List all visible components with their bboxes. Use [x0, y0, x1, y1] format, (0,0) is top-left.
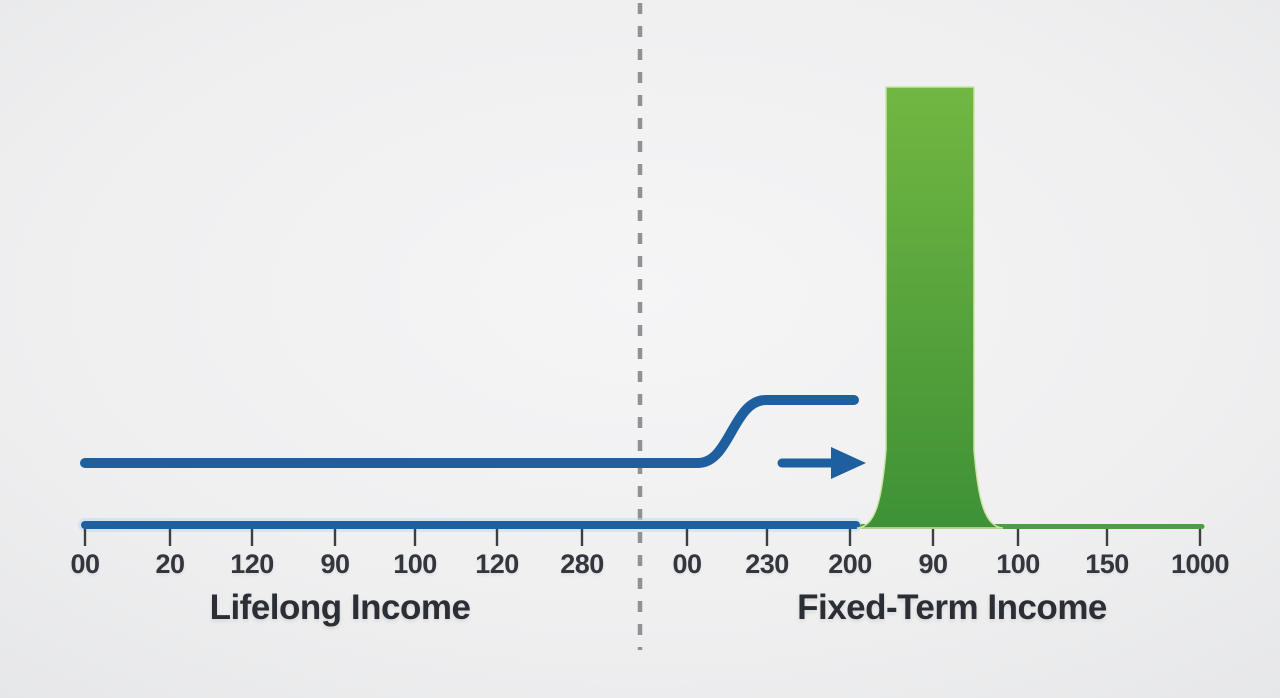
forward-arrow-icon: [777, 447, 866, 479]
tick-label: 00: [70, 549, 100, 579]
tick-label: 100: [393, 549, 437, 579]
tick-label: 120: [230, 549, 274, 579]
lifelong-income-line: [80, 395, 859, 468]
tick-label: 200: [828, 549, 872, 579]
right-section-title: Fixed-Term Income: [797, 588, 1107, 627]
tick-label: 00: [672, 549, 702, 579]
tick-label: 150: [1085, 549, 1129, 579]
tick-label: 100: [996, 549, 1040, 579]
axis-tick-marks: [83, 529, 1202, 546]
tick-label: 280: [560, 549, 604, 579]
tick-label: 1000: [1170, 549, 1230, 579]
tick-label: 20: [155, 549, 185, 579]
tick-label: 120: [475, 549, 519, 579]
tick-label: 90: [320, 549, 350, 579]
left-section-title: Lifelong Income: [209, 588, 471, 627]
tick-label: 230: [745, 549, 789, 579]
forward-arrow-head: [831, 447, 866, 479]
fixed-term-payout-bar: [856, 86, 1004, 529]
tick-label: 90: [918, 549, 948, 579]
